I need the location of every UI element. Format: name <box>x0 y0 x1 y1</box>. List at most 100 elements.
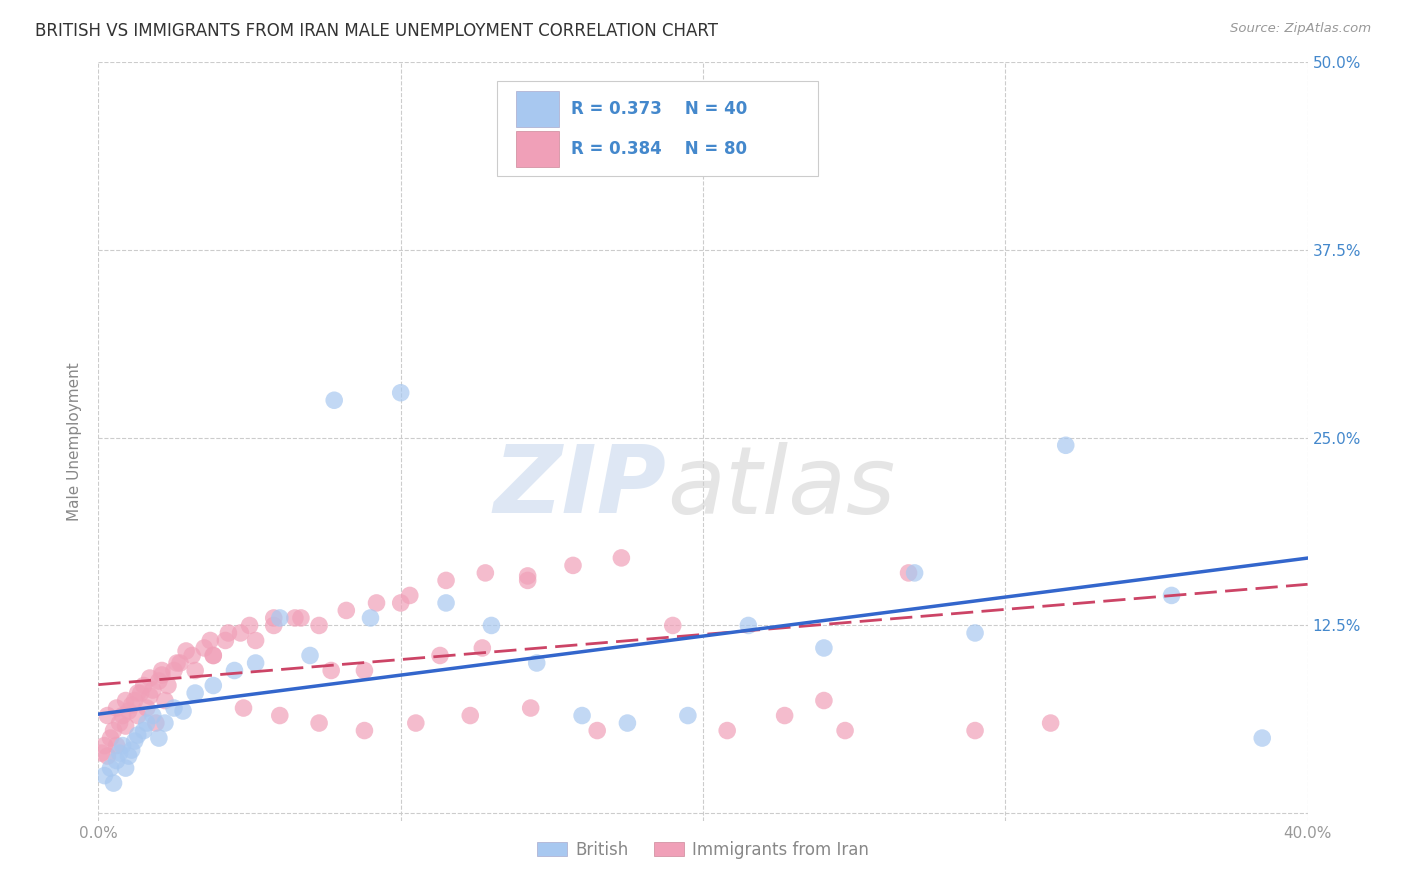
Point <box>834 723 856 738</box>
Point <box>100 731 122 745</box>
Point <box>111 739 134 753</box>
Point <box>121 743 143 757</box>
Point <box>965 626 987 640</box>
Point <box>398 589 420 603</box>
Point <box>127 686 149 700</box>
FancyBboxPatch shape <box>516 91 560 127</box>
Point <box>321 664 343 678</box>
Point <box>519 701 541 715</box>
Point <box>366 596 388 610</box>
Text: BRITISH VS IMMIGRANTS FROM IRAN MALE UNEMPLOYMENT CORRELATION CHART: BRITISH VS IMMIGRANTS FROM IRAN MALE UNE… <box>35 22 718 40</box>
Point <box>458 708 481 723</box>
Point <box>139 689 162 703</box>
Y-axis label: Male Unemployment: Male Unemployment <box>67 362 83 521</box>
Point <box>156 679 179 693</box>
Point <box>202 648 225 663</box>
Point <box>114 719 136 733</box>
Point <box>118 749 141 764</box>
Point <box>389 385 412 400</box>
Point <box>813 693 835 707</box>
Point <box>562 558 585 573</box>
Point <box>139 671 162 685</box>
Point <box>229 626 252 640</box>
Point <box>353 664 375 678</box>
Point <box>166 656 188 670</box>
Point <box>184 686 207 700</box>
Text: ZIP: ZIP <box>494 441 666 533</box>
Point <box>100 761 122 775</box>
Point <box>105 701 128 715</box>
Point <box>181 648 204 663</box>
Point <box>813 640 835 655</box>
Point <box>108 746 131 760</box>
Point <box>773 708 796 723</box>
Point <box>263 618 285 632</box>
Point <box>129 686 152 700</box>
Point <box>610 550 633 565</box>
Point <box>434 596 457 610</box>
Point <box>474 566 496 580</box>
Point <box>142 683 165 698</box>
Point <box>245 633 267 648</box>
Point <box>90 746 112 760</box>
Point <box>114 761 136 775</box>
Point <box>897 566 920 580</box>
Point <box>526 656 548 670</box>
Point <box>429 648 451 663</box>
Point <box>96 708 118 723</box>
Point <box>434 574 457 588</box>
Point <box>1251 731 1274 745</box>
Point <box>565 115 588 129</box>
Point <box>245 656 267 670</box>
Point <box>127 728 149 742</box>
Point <box>571 708 593 723</box>
Point <box>308 618 330 632</box>
Point <box>661 618 683 632</box>
Point <box>108 716 131 731</box>
Point <box>202 648 225 663</box>
Point <box>111 708 134 723</box>
Point <box>103 723 125 738</box>
Point <box>105 739 128 753</box>
Text: R = 0.384    N = 80: R = 0.384 N = 80 <box>571 140 747 158</box>
Point <box>737 618 759 632</box>
Point <box>103 776 125 790</box>
Point <box>105 754 128 768</box>
Point <box>965 723 987 738</box>
Point <box>586 723 609 738</box>
Point <box>202 679 225 693</box>
Point <box>118 704 141 718</box>
Point <box>214 633 236 648</box>
Point <box>323 393 346 408</box>
Legend: British, Immigrants from Iran: British, Immigrants from Iran <box>530 834 876 865</box>
Point <box>716 723 738 738</box>
Point <box>1039 716 1062 731</box>
Point <box>299 648 322 663</box>
Point <box>405 716 427 731</box>
Point <box>153 716 176 731</box>
Point <box>904 566 927 580</box>
Point <box>308 716 330 731</box>
Point <box>290 611 312 625</box>
Point <box>1160 589 1182 603</box>
Point <box>232 701 254 715</box>
Point <box>174 644 197 658</box>
Point <box>193 640 215 655</box>
Point <box>224 664 246 678</box>
Point <box>200 633 222 648</box>
Point <box>217 626 239 640</box>
Point <box>121 698 143 712</box>
Text: atlas: atlas <box>666 442 896 533</box>
Point <box>93 739 115 753</box>
Point <box>148 731 170 745</box>
Point <box>124 693 146 707</box>
Point <box>163 701 186 715</box>
Point <box>142 708 165 723</box>
FancyBboxPatch shape <box>516 131 560 167</box>
Point <box>132 679 155 693</box>
Point <box>93 769 115 783</box>
Point <box>135 701 157 715</box>
Point <box>516 574 538 588</box>
Point <box>148 673 170 688</box>
Point <box>153 693 176 707</box>
